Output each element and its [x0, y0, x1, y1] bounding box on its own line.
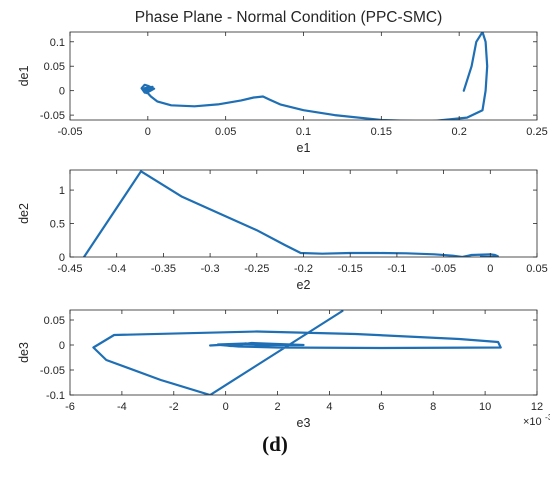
chart1-y-tick-label: 0.1 [50, 37, 65, 49]
chart3-x-tick-label: 0 [223, 401, 229, 413]
chart2-x-axis-label: e2 [297, 278, 311, 292]
chart3-x-tick-label: 4 [326, 401, 332, 413]
chart1-y-tick-label: -0.05 [40, 110, 65, 122]
chart2-x-tick-label: -0.15 [338, 263, 363, 275]
chart2-x-tick-label: -0.25 [244, 263, 269, 275]
chart1-x-tick-label: 0.2 [452, 126, 467, 138]
chart1-x-axis-label: e1 [297, 141, 311, 155]
chart2-x-tick-label: -0.45 [57, 263, 82, 275]
chart2-series-line [82, 170, 499, 257]
chart2-y-tick-label: 0.5 [50, 219, 65, 231]
chart2-x-tick-label: 0.05 [526, 263, 547, 275]
chart3-x-tick-label: 8 [430, 401, 436, 413]
chart3-x-axis-label: e3 [297, 416, 311, 430]
chart1-y-tick-label: 0.05 [44, 61, 65, 73]
chart2-x-tick-label: -0.35 [151, 263, 176, 275]
chart2-x-tick-label: -0.1 [387, 263, 406, 275]
chart1-series-line [140, 32, 489, 120]
chart2-axes-frame [69, 169, 538, 258]
chart3-x-tick-label: 6 [378, 401, 384, 413]
chart1-axes-frame [69, 31, 538, 121]
chart2-y-tick-label: 1 [59, 185, 65, 197]
chart3-x-tick-label: 10 [479, 401, 491, 413]
chart1-y-axis-label: de1 [17, 66, 31, 87]
chart1-x-tick-label: 0.15 [371, 126, 392, 138]
chart1-x-tick-label: 0.05 [215, 126, 236, 138]
chart2-x-tick-label: 0 [487, 263, 493, 275]
phase-plane-figure: -0.05 0 0.05 0.1 0.15 0.2 0.25 -0.05 0 0.05 0.1 e1 d… [17, 9, 550, 430]
chart3-series-line [92, 310, 502, 395]
chart2-x-tick-label: -0.2 [294, 263, 313, 275]
chart2-x-tick-label: -0.05 [431, 263, 456, 275]
chart2-y-tick-label: 0 [59, 252, 65, 264]
chart1-x-tick-label: 0.25 [526, 126, 547, 138]
chart1-x-tick-label: 0 [145, 126, 151, 138]
chart3-axes-frame [69, 309, 538, 396]
chart1-x-tick-label: 0.1 [296, 126, 311, 138]
chart3-x-multiplier: ×10 [523, 416, 542, 428]
chart3-y-tick-label: 0.05 [44, 315, 65, 327]
chart1-title: Phase Plane - Normal Condition (PPC-SMC) [135, 9, 443, 26]
chart3-x-multiplier-exponent: -3 [545, 412, 550, 422]
panel-label: (d) [262, 432, 288, 456]
chart3-x-tick-label: -4 [117, 401, 127, 413]
chart1-x-tick-label: -0.05 [57, 126, 82, 138]
chart3-y-tick-label: -0.1 [46, 390, 65, 402]
chart3-y-tick-label: -0.05 [40, 365, 65, 377]
chart2-y-axis-label: de2 [17, 203, 31, 224]
chart3-y-axis-label: de3 [17, 342, 31, 363]
chart3-x-tick-label: -2 [169, 401, 179, 413]
chart3-x-tick-label: 2 [274, 401, 280, 413]
chart1-y-tick-label: 0 [59, 86, 65, 98]
chart2-x-tick-label: -0.4 [107, 263, 126, 275]
chart3-x-tick-label: -6 [65, 401, 75, 413]
chart2-x-tick-label: -0.3 [201, 263, 220, 275]
chart3-y-tick-label: 0 [59, 340, 65, 352]
chart3-x-tick-label: 12 [531, 401, 543, 413]
